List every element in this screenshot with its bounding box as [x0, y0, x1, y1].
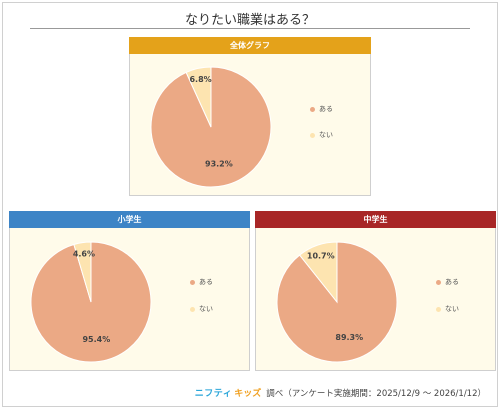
pie-overall: 93.2% 6.8%	[150, 66, 272, 188]
pie-elementary: 95.4% 4.6%	[30, 241, 152, 363]
legend-swatch-no	[190, 306, 195, 312]
brand-name-part2: キッズ	[234, 389, 262, 399]
title-divider	[30, 28, 470, 29]
legend-swatch-yes	[310, 106, 315, 112]
data-label-no: 6.8%	[189, 75, 211, 84]
legend-label-no: ない	[445, 305, 459, 313]
pie-slice-no	[73, 241, 92, 303]
panel-junior-high-header: 中学生	[255, 211, 496, 228]
pie-slice-no	[298, 241, 338, 304]
data-label-yes: 93.2%	[205, 159, 233, 168]
legend-item-yes: ある	[190, 277, 213, 287]
source-text: 調べ（アンケート実施期間：2025/12/9 ～ 2026/1/12）	[266, 388, 486, 399]
legend-swatch-yes	[436, 279, 441, 285]
legend-label-no: ない	[199, 305, 213, 313]
legend-item-no: ない	[190, 304, 213, 314]
brand-name-part1: ニフティ	[194, 389, 233, 399]
data-label-yes: 95.4%	[82, 335, 110, 344]
source-footer: ニフティ キッズ 調べ（アンケート実施期間：2025/12/9 ～ 2026/1…	[194, 386, 486, 400]
legend-item-yes: ある	[310, 104, 333, 114]
legend-label-no: ない	[319, 131, 333, 139]
panel-overall: 全体グラフ 93.2% 6.8% ある ない	[129, 37, 371, 196]
legend-label-yes: ある	[445, 278, 459, 286]
panel-elementary: 小学生 95.4% 4.6% ある ない	[9, 211, 250, 371]
pie-slice-no	[185, 66, 212, 128]
panel-elementary-header: 小学生	[9, 211, 250, 228]
legend-item-no: ない	[310, 130, 333, 140]
page-title: なりたい職業はある？	[184, 13, 315, 28]
legend-swatch-yes	[190, 279, 195, 285]
data-label-no: 10.7%	[307, 252, 335, 261]
legend-swatch-no	[436, 306, 441, 312]
legend-swatch-no	[310, 132, 315, 138]
legend-item-no: ない	[436, 304, 459, 314]
legend-label-yes: ある	[199, 278, 213, 286]
data-label-yes: 89.3%	[335, 333, 363, 342]
legend-label-yes: ある	[319, 105, 333, 113]
panel-overall-header: 全体グラフ	[129, 37, 371, 54]
panel-junior-high: 中学生 89.3% 10.7% ある ない	[255, 211, 496, 371]
pie-junior-high: 89.3% 10.7%	[276, 241, 398, 363]
legend-item-yes: ある	[436, 277, 459, 287]
data-label-no: 4.6%	[73, 249, 95, 258]
